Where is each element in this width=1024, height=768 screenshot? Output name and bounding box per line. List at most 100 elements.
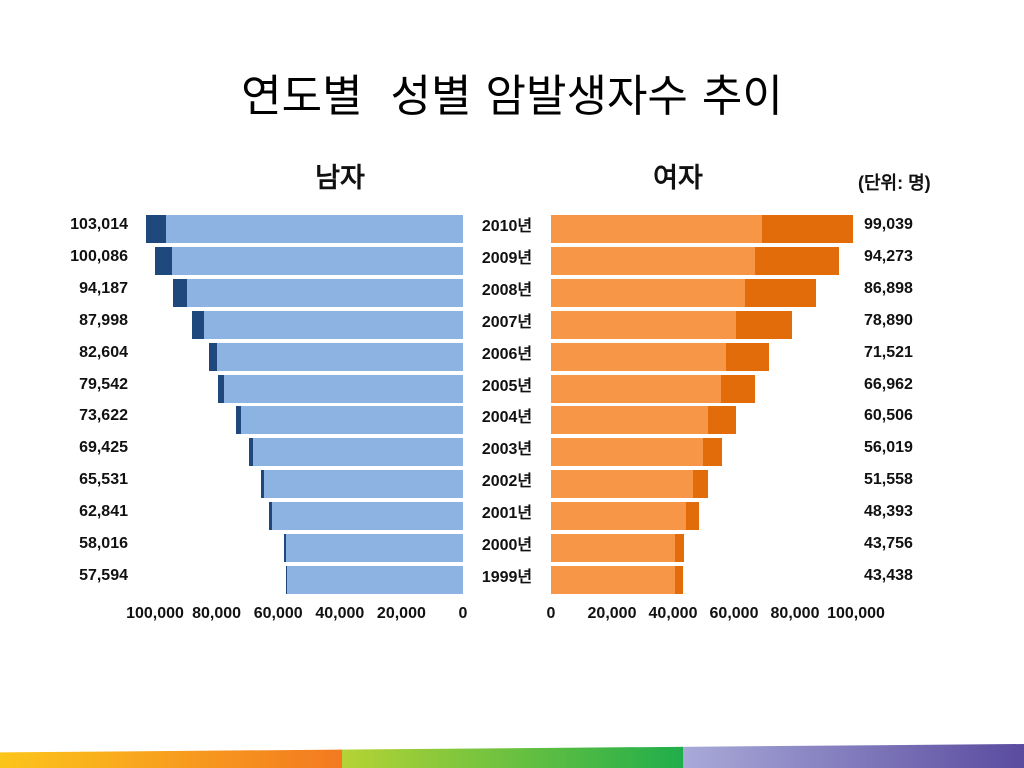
male-x-tick-label: 60,000 xyxy=(253,605,303,622)
female-bar-segment-1 xyxy=(551,438,703,467)
year-axis: 2010년 2009년 2008년 2007년 2006년 2005년 2004년 2003년… xyxy=(481,218,533,586)
male-x-tick-label: 100,000 xyxy=(126,605,184,622)
female-bar-segment-1 xyxy=(551,342,727,371)
male-bar-segment-1 xyxy=(171,246,463,275)
female-bar-segment-1 xyxy=(551,374,722,403)
male-bar-segment-1 xyxy=(166,215,463,243)
female-bar-segment-2 xyxy=(761,215,854,243)
female-bar-segment-1 xyxy=(551,310,737,339)
male-bar-chart: 103,014 100,086 94,187 87,998 82,604 79,542 73… xyxy=(70,215,468,622)
male-x-tick-label: 40,000 xyxy=(315,605,365,622)
male-bar-segment-2 xyxy=(191,310,204,339)
female-data-label: 66,962 xyxy=(864,375,913,393)
year-label: 2003년 xyxy=(481,441,533,459)
female-data-label: 48,393 xyxy=(864,503,913,521)
female-bar-segment-1 xyxy=(551,502,687,531)
female-bar-segment-2 xyxy=(675,534,685,562)
male-data-label: 58,016 xyxy=(79,535,128,552)
female-data-label: 71,521 xyxy=(864,343,913,361)
year-label: 2000년 xyxy=(481,537,533,554)
male-bar-segment-2 xyxy=(208,342,217,371)
male-data-label: 79,542 xyxy=(79,375,128,393)
male-data-label: 65,531 xyxy=(79,471,128,489)
year-label: 1999년 xyxy=(481,568,533,586)
year-label: 2008년 xyxy=(481,281,533,299)
male-x-tick-label: 0 xyxy=(458,605,468,622)
female-data-label: 43,756 xyxy=(864,535,913,552)
footer-stripe-segment xyxy=(342,744,683,768)
male-bar-segment-1 xyxy=(287,565,463,594)
male-x-tick-label: 80,000 xyxy=(192,605,242,622)
female-bar-segment-2 xyxy=(726,342,770,371)
male-bar-segment-2 xyxy=(284,534,287,562)
male-bar-segment-2 xyxy=(218,374,224,403)
male-data-label: 73,622 xyxy=(79,407,128,425)
male-data-label: 62,841 xyxy=(79,503,128,521)
male-x-tick-label: 20,000 xyxy=(376,605,426,622)
year-label: 2009년 xyxy=(481,249,533,267)
year-label: 2005년 xyxy=(481,377,533,395)
female-bar-segment-2 xyxy=(736,310,792,339)
male-bar-segment-1 xyxy=(223,374,463,403)
male-data-label: 100,086 xyxy=(70,247,128,265)
year-label: 2007년 xyxy=(481,313,533,331)
female-x-tick-label: 60,000 xyxy=(709,605,759,622)
female-x-tick-label: 20,000 xyxy=(587,605,637,622)
female-bar-segment-1 xyxy=(551,278,746,307)
male-bar-segment-2 xyxy=(172,278,188,307)
male-bar-segment-2 xyxy=(145,215,167,243)
female-bar-segment-2 xyxy=(745,278,817,307)
male-chart-title: 남자 xyxy=(315,163,365,193)
female-bar-segment-2 xyxy=(708,406,736,435)
year-label: 2010년 xyxy=(481,218,533,235)
female-data-label: 60,506 xyxy=(864,407,913,425)
male-bar-segment-2 xyxy=(261,470,264,499)
male-data-label: 69,425 xyxy=(79,439,128,457)
female-data-label: 78,890 xyxy=(864,311,913,329)
male-bar-segment-1 xyxy=(187,278,463,307)
female-data-label: 56,019 xyxy=(864,439,913,457)
female-bar-segment-1 xyxy=(551,246,756,275)
male-bar-segment-1 xyxy=(271,502,463,531)
female-x-tick-label: 40,000 xyxy=(648,605,698,622)
female-x-tick-label: 0 xyxy=(546,605,556,622)
female-bar-segment-1 xyxy=(551,534,676,562)
male-bar-segment-1 xyxy=(286,534,463,562)
male-bar-segment-2 xyxy=(285,565,288,594)
female-data-label: 86,898 xyxy=(864,279,913,297)
male-data-label: 87,998 xyxy=(79,311,128,329)
male-bar-segment-2 xyxy=(269,502,272,531)
male-data-label: 82,604 xyxy=(79,343,128,361)
female-data-label: 51,558 xyxy=(864,471,913,489)
male-bar-segment-1 xyxy=(263,470,463,499)
male-bar-segment-2 xyxy=(154,246,172,275)
male-bar-segment-2 xyxy=(236,406,241,435)
female-data-label: 99,039 xyxy=(864,216,913,233)
year-label: 2004년 xyxy=(481,409,533,427)
year-label: 2006년 xyxy=(481,345,533,363)
female-x-tick-label: 100,000 xyxy=(827,605,885,622)
footer-stripe-segment xyxy=(683,744,1024,768)
female-chart-title: 여자 xyxy=(653,163,703,193)
unit-label: (단위: 명) xyxy=(858,173,931,193)
year-label: 2002년 xyxy=(481,473,533,491)
male-bar-segment-1 xyxy=(252,438,463,467)
female-bar-segment-2 xyxy=(702,438,722,467)
male-data-label: 94,187 xyxy=(79,279,128,297)
female-bar-chart: 99,039 94,273 86,898 78,890 71,521 66,962 60,5… xyxy=(546,215,913,622)
female-bar-segment-2 xyxy=(686,502,699,531)
footer-stripe xyxy=(0,744,1024,768)
male-bar-segment-2 xyxy=(249,438,253,467)
female-bar-segment-2 xyxy=(693,470,709,499)
female-bar-segment-2 xyxy=(721,374,756,403)
footer-stripe-segment xyxy=(0,744,342,768)
female-bar-segment-1 xyxy=(551,215,762,243)
slide-title: 연도별 성별 암발생자수 추이 xyxy=(241,71,783,122)
female-bar-segment-1 xyxy=(551,565,675,594)
female-bar-segment-1 xyxy=(551,470,694,499)
male-data-label: 57,594 xyxy=(79,566,128,584)
female-bar-segment-2 xyxy=(674,565,684,594)
male-bar-segment-1 xyxy=(216,342,463,371)
female-bar-segment-1 xyxy=(551,406,709,435)
